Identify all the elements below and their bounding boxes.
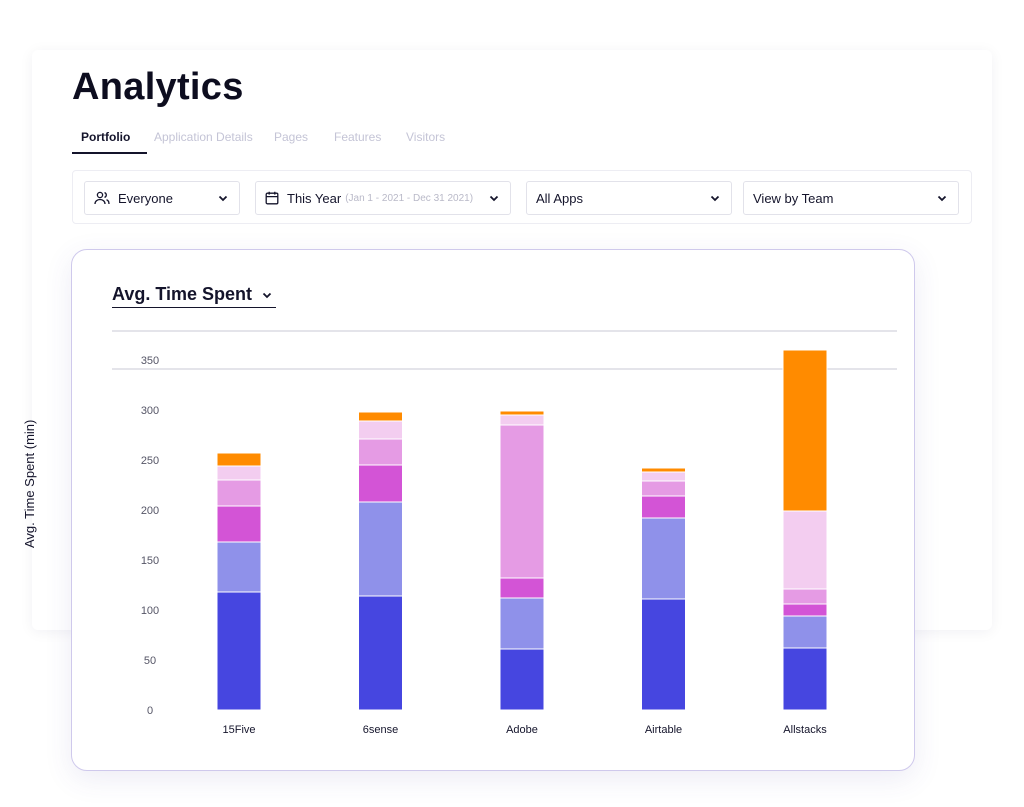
bar-segment xyxy=(782,349,828,512)
calendar-icon xyxy=(265,191,279,205)
metric-title: Avg. Time Spent xyxy=(112,284,253,304)
bar-segment xyxy=(499,414,545,426)
date-range-filter-select[interactable]: This Year (Jan 1 - 2021 - Dec 31 2021) xyxy=(255,181,511,215)
tab-visitors[interactable]: Visitors xyxy=(406,130,446,144)
audience-filter-label: Everyone xyxy=(118,190,173,206)
x-tick-label: Allstacks xyxy=(783,724,827,736)
bar-segment xyxy=(358,438,403,466)
metric-dropdown-underline xyxy=(112,307,276,308)
active-tab-indicator xyxy=(72,152,147,154)
bar-segment xyxy=(499,410,545,416)
y-tick-label: 200 xyxy=(141,505,159,517)
bar-segment xyxy=(216,591,262,711)
bar-segment xyxy=(499,597,545,650)
x-tick-label: Adobe xyxy=(506,724,538,736)
bar-segment xyxy=(641,467,686,473)
y-tick-label: 150 xyxy=(141,555,159,567)
metric-dropdown[interactable]: Avg. Time Spent xyxy=(112,284,274,305)
bar-segment xyxy=(499,648,545,711)
bar-segment xyxy=(216,452,262,467)
bar-segment xyxy=(216,505,262,543)
bar-segment xyxy=(782,510,828,590)
bar-segment xyxy=(782,603,828,617)
y-tick-label: 250 xyxy=(141,455,159,467)
bar-segment xyxy=(499,424,545,579)
tab-application-details[interactable]: Application Details xyxy=(154,130,253,144)
x-tick-label: Airtable xyxy=(645,724,682,736)
bar-segment xyxy=(216,541,262,593)
chevron-down-icon xyxy=(218,195,228,202)
date-filter-label: This Year xyxy=(287,190,342,206)
bar-segment xyxy=(216,479,262,507)
bar-segment xyxy=(782,647,828,711)
bar-segment xyxy=(358,595,403,711)
y-tick-label: 50 xyxy=(144,655,156,667)
page-title: Analytics xyxy=(72,66,244,108)
bar-segment xyxy=(782,588,828,605)
y-tick-label: 100 xyxy=(141,605,159,617)
y-tick-label: 350 xyxy=(141,355,159,367)
y-tick-label: 0 xyxy=(147,705,153,717)
date-filter-range: (Jan 1 - 2021 - Dec 31 2021) xyxy=(345,192,474,204)
bar-segment xyxy=(641,495,686,519)
tab-pages[interactable]: Pages xyxy=(274,130,309,144)
chevron-down-icon xyxy=(710,195,720,202)
bar-segment xyxy=(358,420,403,440)
bar-segment xyxy=(641,517,686,600)
y-axis-label: Avg. Time Spent (min) xyxy=(22,419,37,548)
tab-portfolio[interactable]: Portfolio xyxy=(81,130,131,144)
bar-segment xyxy=(358,464,403,503)
filter-bar: Everyone This Year (Jan 1 - 2021 - Dec 3… xyxy=(72,170,972,224)
y-tick-label: 300 xyxy=(141,405,159,417)
chart-card: Avg. Time Spent xyxy=(71,249,915,771)
bar-segment xyxy=(782,615,828,649)
chevron-down-icon xyxy=(489,195,499,202)
bar-segment xyxy=(358,411,403,422)
chevron-down-icon xyxy=(937,195,947,202)
view-filter-label: View by Team xyxy=(753,190,834,206)
x-tick-label: 6sense xyxy=(363,724,398,736)
bar-segment xyxy=(641,471,686,482)
bar-segment xyxy=(499,577,545,599)
chevron-down-icon xyxy=(262,292,272,298)
bar-segment xyxy=(641,598,686,711)
users-icon xyxy=(94,191,110,205)
bar-segment xyxy=(216,465,262,481)
audience-filter-select[interactable]: Everyone xyxy=(84,181,240,215)
x-tick-label: 15Five xyxy=(222,724,255,736)
apps-filter-select[interactable]: All Apps xyxy=(526,181,732,215)
bar-segment xyxy=(358,501,403,597)
view-by-filter-select[interactable]: View by Team xyxy=(743,181,959,215)
apps-filter-label: All Apps xyxy=(536,190,583,206)
tab-features[interactable]: Features xyxy=(334,130,382,144)
bar-segment xyxy=(641,480,686,497)
